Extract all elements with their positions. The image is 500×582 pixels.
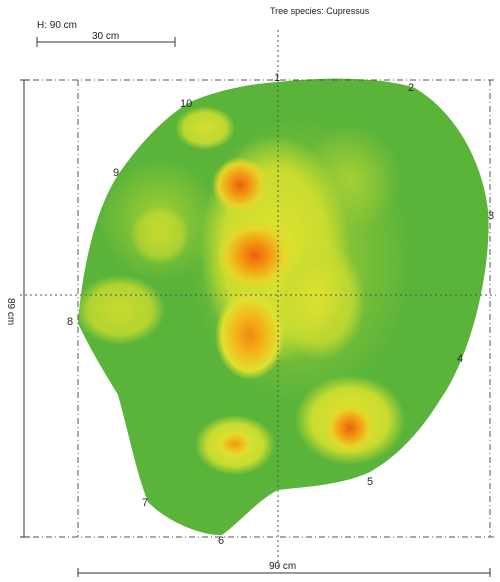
depth-dimension-label: 89 cm [5, 298, 16, 326]
scale-bar [36, 37, 176, 47]
sensor-point-8: 8 [67, 316, 74, 328]
depth-dimension-line [20, 79, 29, 538]
width-dimension-line [77, 568, 491, 577]
sensor-point-1: 1 [274, 72, 281, 84]
species-label: Tree species: Cupressus [270, 6, 370, 16]
sensor-point-4: 4 [457, 353, 464, 365]
density-shading [78, 106, 410, 475]
height-label: H: 90 cm [37, 20, 78, 31]
sensor-point-7: 7 [142, 497, 149, 509]
sensor-point-9: 9 [113, 167, 120, 179]
sensor-point-2: 2 [408, 82, 415, 94]
sensor-point-5: 5 [367, 476, 374, 488]
sensor-point-3: 3 [488, 210, 495, 222]
scale-bar-label: 30 cm [92, 31, 120, 42]
width-dimension-label: 90 cm [269, 561, 297, 572]
sensor-point-6: 6 [218, 535, 225, 547]
trunk-section [78, 78, 489, 536]
guide-lines [20, 30, 496, 570]
sensor-point-10: 10 [180, 98, 193, 110]
